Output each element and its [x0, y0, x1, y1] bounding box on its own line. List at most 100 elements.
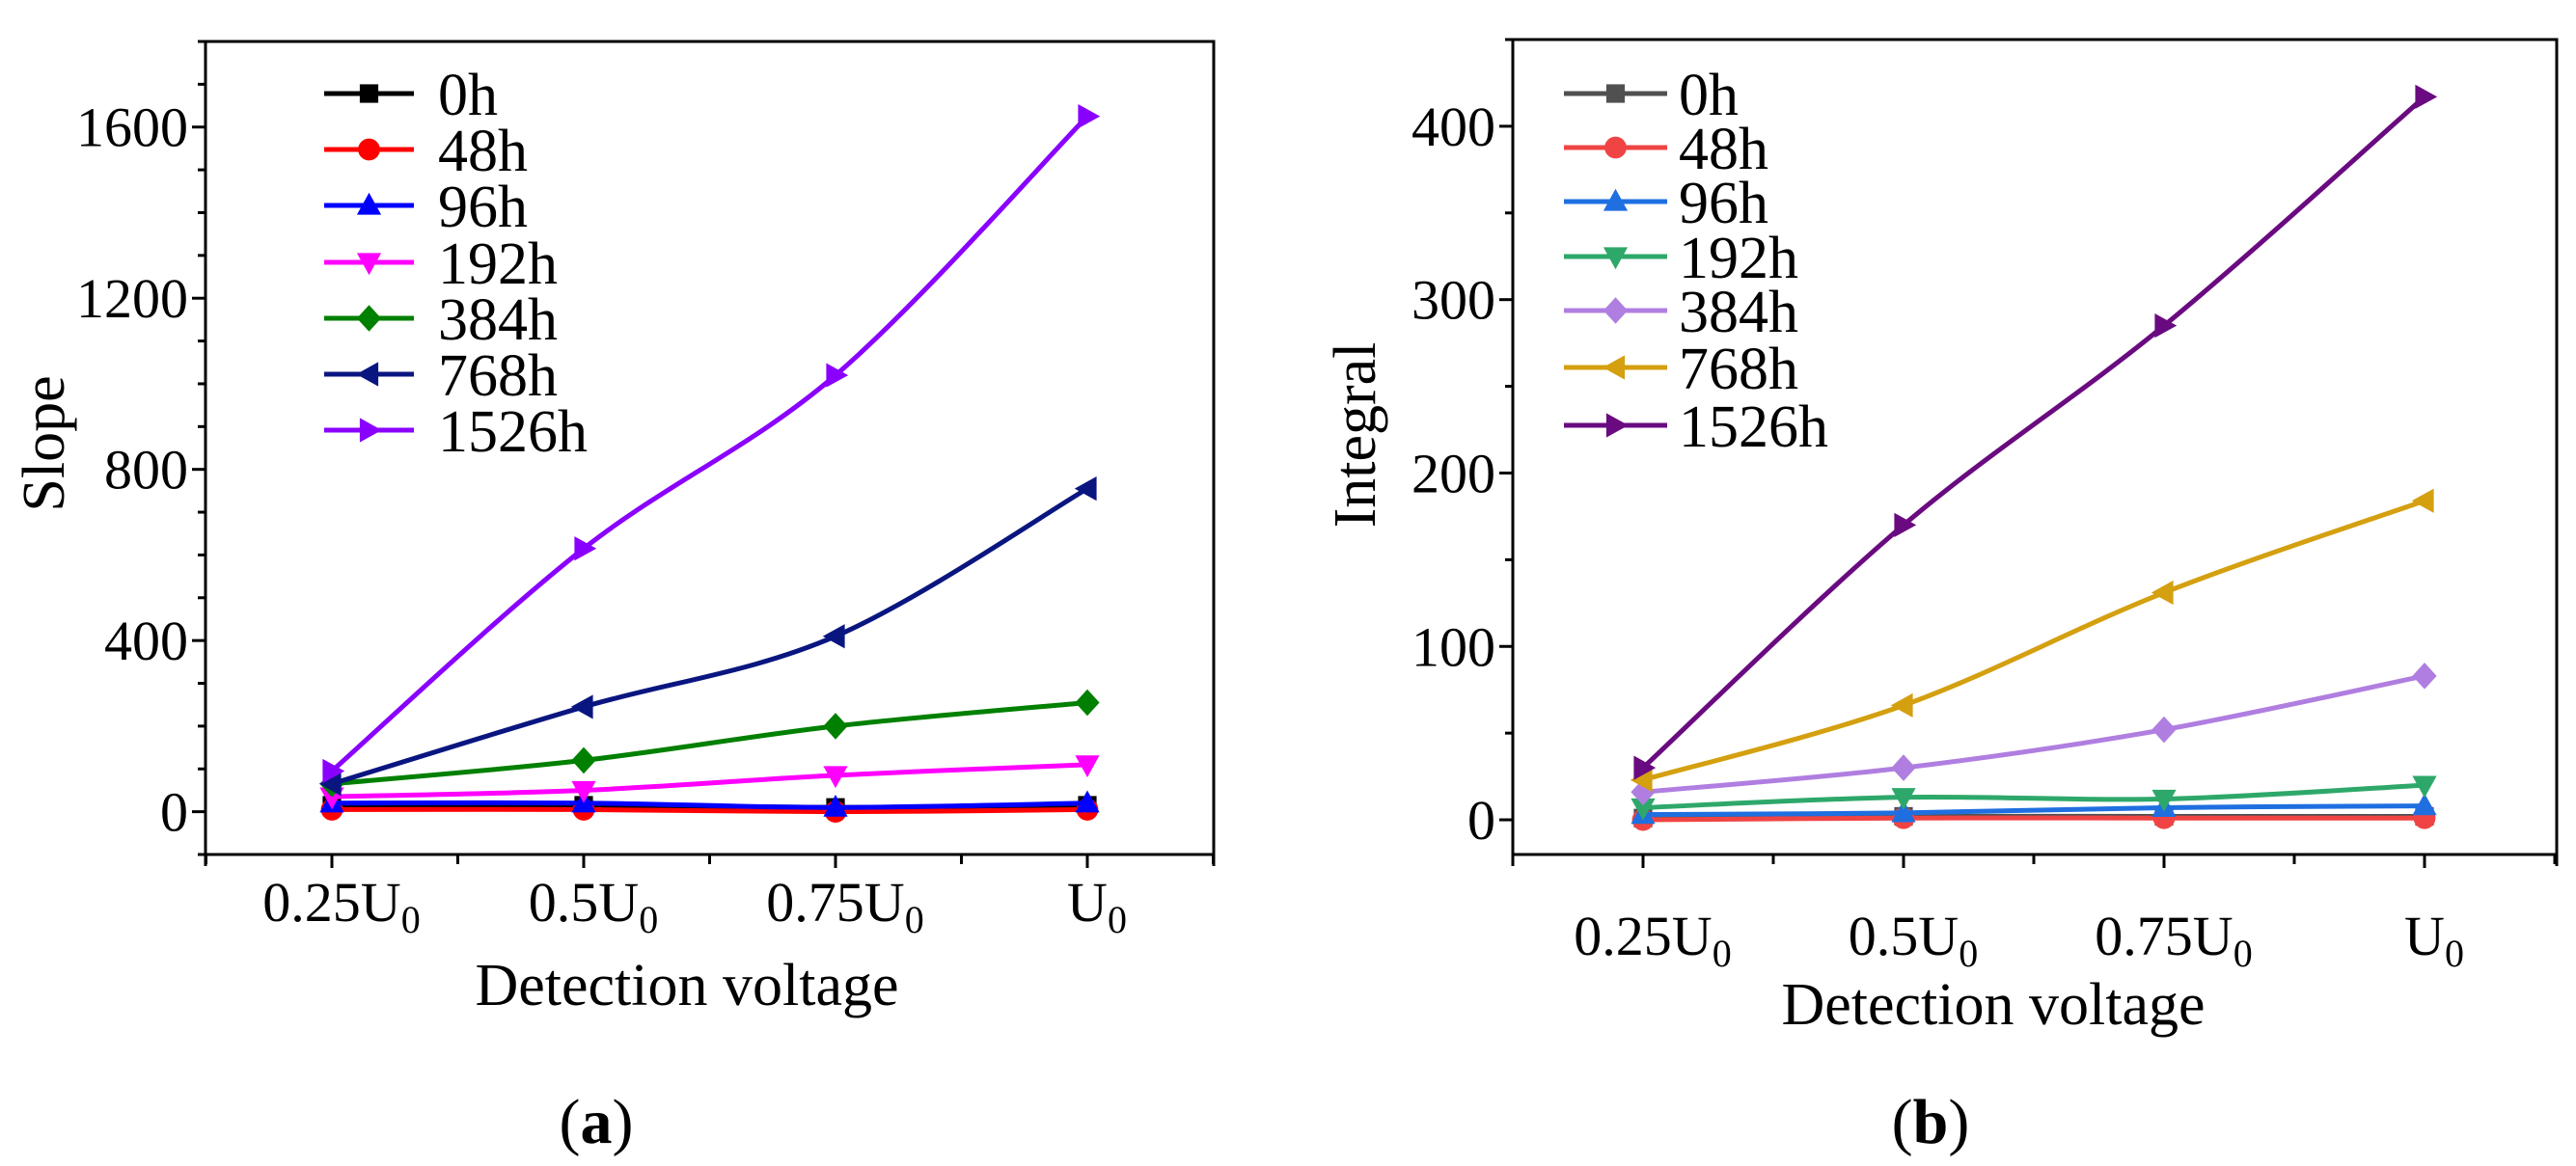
legend-marker: [356, 253, 382, 276]
series-line: [1641, 95, 2426, 770]
data-point: [574, 536, 597, 561]
caption-letter: a: [581, 1087, 613, 1157]
series-line: [331, 486, 1089, 787]
series-line: [330, 114, 1089, 773]
data-point: [1890, 692, 1913, 718]
data-point: [1891, 788, 1916, 810]
series-768h: 768h: [1564, 337, 2434, 793]
data-point: [570, 694, 593, 719]
data-point: [1075, 790, 1100, 813]
y-axis-title: Integral: [1323, 342, 1388, 529]
data-point: [2412, 775, 2437, 799]
legend-marker: [1603, 188, 1629, 211]
legend-label: 48h: [1679, 117, 1768, 182]
legend-marker: [359, 418, 382, 443]
data-point: [571, 780, 596, 803]
y-tick-label: 100: [1411, 615, 1495, 678]
legend-marker: [1603, 355, 1626, 380]
legend-marker: [359, 84, 379, 103]
data-point: [1078, 104, 1101, 129]
legend-marker: [1605, 413, 1629, 438]
series-192h: 192h: [1564, 226, 2437, 821]
legend-marker: [1605, 84, 1626, 103]
plot-frame: [204, 40, 1216, 856]
x-tick-label-main: 0.5U: [529, 871, 639, 934]
legend-label: 192h: [438, 231, 558, 297]
data-point: [1075, 689, 1100, 717]
x-tick-label-main: 0.5U: [1849, 905, 1959, 967]
series-line: [1642, 815, 2425, 823]
series-line: [1642, 782, 2425, 810]
data-point: [1631, 798, 1656, 821]
series-1526h: 1526h: [1564, 84, 2438, 780]
legend-label: 1526h: [1679, 394, 1828, 460]
y-tick-label: 400: [1411, 95, 1495, 158]
x-tick-label-main: 0.25U: [262, 871, 400, 934]
series-line: [1642, 498, 2425, 783]
caption-letter: b: [1913, 1087, 1949, 1157]
y-tick-label: 200: [1411, 442, 1495, 504]
legend-label: 768h: [438, 343, 558, 409]
x-tick-label-subscript: 0: [401, 898, 421, 941]
legend-marker: [1603, 297, 1629, 324]
x-tick-label: 0.25U0: [262, 871, 420, 941]
y-axis-title: Slope: [12, 375, 77, 511]
data-point: [1075, 755, 1100, 778]
x-tick-label-main: 0.75U: [2095, 905, 2233, 967]
data-point: [318, 772, 342, 797]
x-tick-label-main: U: [2404, 905, 2445, 967]
x-tick-label-subscript: 0: [2445, 932, 2464, 975]
x-tick-label: 0.75U0: [766, 871, 923, 941]
plot-frame: [1511, 38, 2559, 856]
series-line: [331, 762, 1088, 800]
series-line: [331, 806, 1088, 815]
y-tick-label: 1600: [76, 96, 188, 159]
x-tick-label-subscript: 0: [1959, 932, 1978, 975]
legend-label: 0h: [1679, 63, 1739, 128]
data-point: [2151, 580, 2174, 606]
data-point: [2154, 313, 2178, 339]
caption-paren: (: [1892, 1087, 1913, 1157]
legend-label: 96h: [438, 175, 528, 240]
data-point: [2151, 716, 2177, 744]
x-tick-label: 0.5U0: [529, 871, 658, 941]
x-tick-label: U0: [1067, 871, 1127, 941]
x-tick-label-subscript: 0: [1713, 932, 1732, 975]
x-axis-title: Detection voltage: [476, 953, 899, 1018]
caption-paren: (: [560, 1087, 581, 1157]
y-tick-label: 300: [1411, 269, 1495, 332]
series-line: [1642, 673, 2425, 795]
data-point: [2412, 663, 2437, 690]
legend-label: 1526h: [438, 399, 588, 465]
series-768h: 768h: [318, 343, 1097, 797]
data-point: [1891, 800, 1916, 823]
data-point: [2411, 488, 2434, 513]
series-384h: 384h: [1564, 280, 2437, 806]
data-point: [826, 363, 849, 388]
caption-paren: ): [1948, 1087, 1969, 1157]
series-192h: 192h: [319, 231, 1100, 810]
legend-label: 384h: [1679, 280, 1798, 345]
x-tick-label-subscript: 0: [2233, 932, 2253, 975]
series-line: [1642, 803, 2425, 818]
x-tick-label: 0.5U0: [1849, 905, 1978, 975]
x-tick-label-subscript: 0: [1108, 898, 1127, 941]
x-tick-label-main: 0.25U: [1574, 905, 1712, 967]
legend-label: 384h: [438, 287, 558, 353]
x-tick-label: U0: [2404, 905, 2464, 975]
legend-marker: [356, 192, 382, 215]
legend-marker: [356, 362, 379, 387]
legend-label: 768h: [1679, 337, 1798, 402]
legend-label: 48h: [438, 119, 528, 184]
series-96h: 96h: [1564, 171, 2437, 825]
y-tick-label: 800: [104, 439, 188, 502]
x-tick-label-main: U: [1067, 871, 1108, 934]
x-tick-label-subscript: 0: [639, 898, 658, 941]
legend-marker: [1604, 136, 1627, 159]
data-point: [322, 758, 345, 784]
legend-marker: [356, 305, 382, 332]
data-point: [1631, 778, 1656, 806]
